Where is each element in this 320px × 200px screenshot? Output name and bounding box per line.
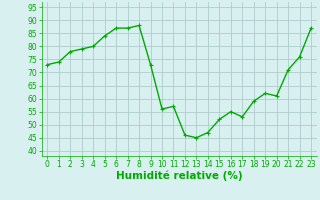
X-axis label: Humidité relative (%): Humidité relative (%)	[116, 171, 243, 181]
